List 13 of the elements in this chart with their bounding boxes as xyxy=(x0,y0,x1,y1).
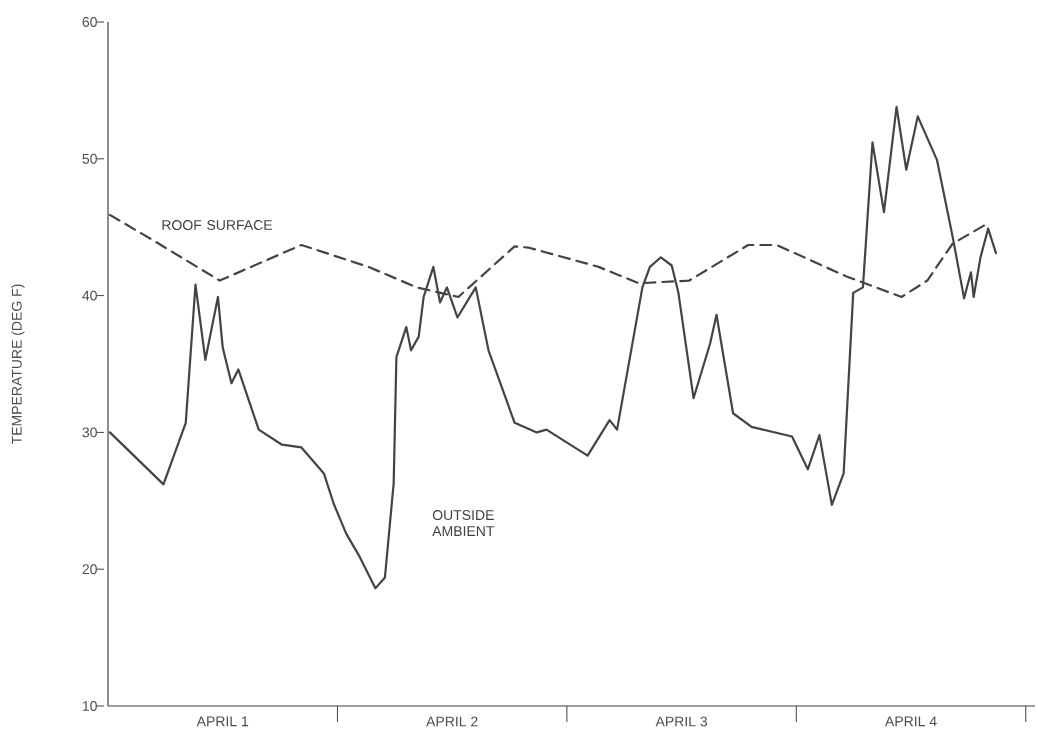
x-tick-label: APRIL 2 xyxy=(426,716,478,727)
y-tick-label: 20 xyxy=(82,564,97,575)
y-tick-label: 30 xyxy=(82,427,97,438)
y-tick-label: 50 xyxy=(82,153,97,164)
text: OUTSIDE AMBIENT xyxy=(432,510,495,536)
y-tick-label: 60 xyxy=(82,17,97,27)
x-tick-label: APRIL 3 xyxy=(655,716,708,727)
series-label: ROOF SURFACE xyxy=(162,220,272,230)
y-axis-title: TEMPERATURE (DEG F) xyxy=(11,284,25,445)
y-tick-label: 40 xyxy=(82,290,97,301)
y-tick-label: 10 xyxy=(82,701,97,711)
x-tick-label: APRIL 1 xyxy=(196,716,249,727)
x-tick-label: APRIL 4 xyxy=(885,716,937,727)
